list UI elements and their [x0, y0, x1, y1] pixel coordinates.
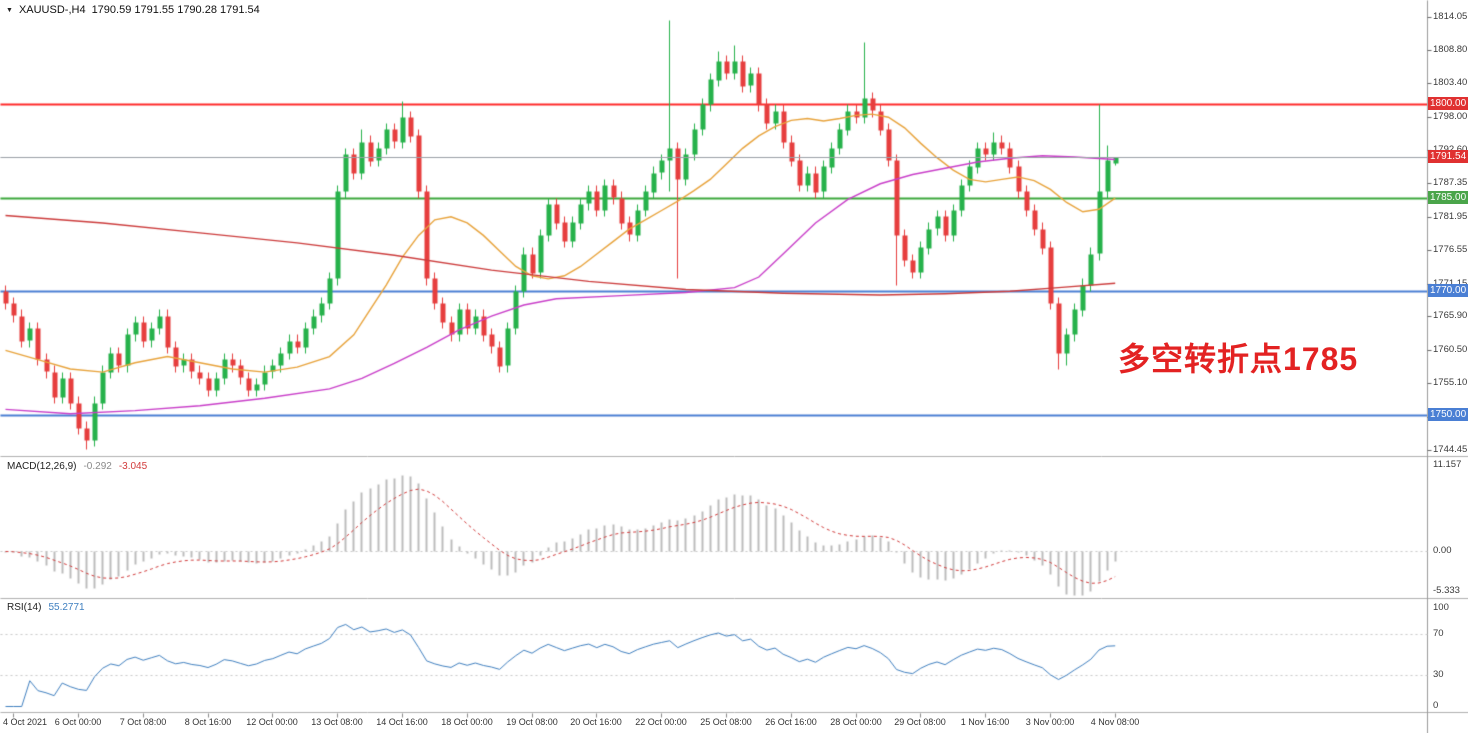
- time-axis-label: 13 Oct 08:00: [311, 717, 363, 727]
- price-level-badge: 1770.00: [1428, 284, 1468, 297]
- time-axis-label: 4 Oct 2021: [3, 717, 48, 727]
- rsi-label: RSI(14): [7, 602, 42, 613]
- macd-axis-label: 11.157: [1433, 459, 1462, 470]
- time-axis-label: 1 Nov 16:00: [960, 717, 1010, 727]
- chevron-down-icon: ▼: [6, 6, 13, 14]
- price-axis-label: 1781.95: [1433, 211, 1468, 222]
- time-axis-label: 20 Oct 16:00: [570, 717, 622, 727]
- time-axis-label: 28 Oct 00:00: [830, 717, 882, 727]
- time-axis-label: 7 Oct 08:00: [119, 717, 167, 727]
- price-axis-label: 1755.10: [1433, 377, 1468, 388]
- price-axis-label: 1798.00: [1433, 111, 1468, 122]
- macd-indicator-header: MACD(12,26,9) -0.292 -3.045: [7, 461, 147, 472]
- time-axis-label: 26 Oct 16:00: [765, 717, 817, 727]
- price-axis-label: 1776.55: [1433, 244, 1468, 255]
- price-axis-label: 1808.80: [1433, 44, 1468, 55]
- rsi-axis-label: 30: [1433, 669, 1444, 680]
- macd-main-value: -0.292: [83, 461, 112, 472]
- price-level-badge: 1800.00: [1428, 97, 1468, 110]
- time-axis-label: 29 Oct 08:00: [894, 717, 946, 727]
- macd-signal-value: -3.045: [118, 461, 148, 472]
- chart-symbol-header: ▼ XAUUSD-,H4 1790.59 1791.55 1790.28 179…: [6, 4, 260, 16]
- time-axis-label: 8 Oct 16:00: [184, 717, 232, 727]
- price-axis-label: 1803.40: [1433, 77, 1468, 88]
- macd-axis-label: -5.333: [1433, 585, 1460, 596]
- current-price-badge: 1791.54: [1428, 150, 1468, 163]
- price-level-badge: 1785.00: [1428, 191, 1468, 204]
- time-axis-label: 25 Oct 08:00: [700, 717, 752, 727]
- price-axis-label: 1765.90: [1433, 310, 1468, 321]
- time-axis-label: 19 Oct 08:00: [506, 717, 558, 727]
- time-axis-label: 4 Nov 08:00: [1090, 717, 1140, 727]
- time-axis-label: 18 Oct 00:00: [441, 717, 493, 727]
- price-axis-label: 1760.50: [1433, 344, 1468, 355]
- chart-text-annotation: 多空转折点1785: [1118, 341, 1359, 377]
- price-axis-label: 1787.35: [1433, 177, 1468, 188]
- rsi-indicator-header: RSI(14) 55.2771: [7, 602, 85, 613]
- time-axis-label: 22 Oct 00:00: [635, 717, 687, 727]
- rsi-axis-label: 70: [1433, 628, 1444, 639]
- time-axis-label: 14 Oct 16:00: [376, 717, 428, 727]
- rsi-value: 55.2771: [48, 602, 85, 613]
- macd-label: MACD(12,26,9): [7, 461, 77, 472]
- price-axis-label: 1744.45: [1433, 444, 1468, 455]
- price-axis-label: 1814.05: [1433, 11, 1468, 22]
- rsi-axis-label: 100: [1433, 602, 1449, 613]
- time-axis-label: 3 Nov 00:00: [1025, 717, 1075, 727]
- price-axis-label: 1771.15: [1433, 278, 1467, 289]
- price-axis-label: 1792.60: [1433, 144, 1467, 155]
- time-axis-label: 12 Oct 00:00: [246, 717, 298, 727]
- symbol-timeframe-label: XAUUSD-,H4: [18, 4, 86, 16]
- time-axis-label: 6 Oct 00:00: [54, 717, 102, 727]
- price-level-badge: 1750.00: [1428, 408, 1468, 421]
- rsi-axis-label: 0: [1433, 700, 1439, 711]
- macd-axis-label: 0.00: [1433, 545, 1452, 556]
- ohlc-readout: 1790.59 1791.55 1790.28 1791.54: [91, 4, 260, 16]
